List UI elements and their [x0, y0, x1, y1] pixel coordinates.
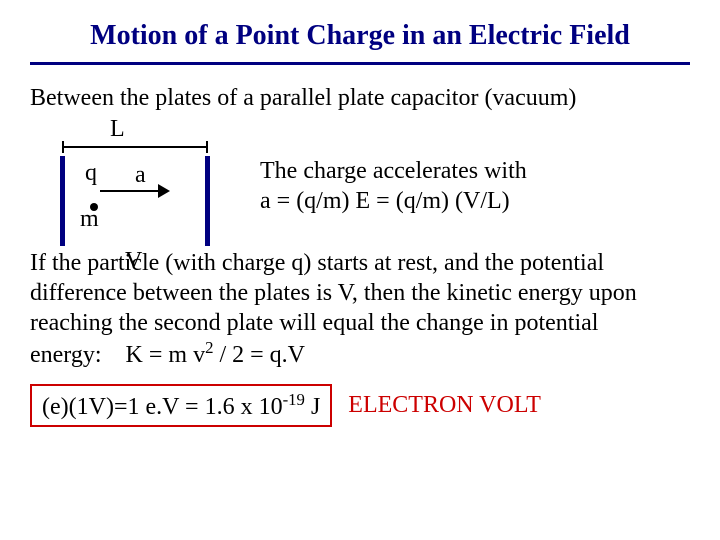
page-title: Motion of a Point Charge in an Electric …	[30, 20, 690, 52]
intro-text: Between the plates of a parallel plate c…	[30, 85, 690, 112]
explain-line1: The charge accelerates with	[260, 158, 527, 184]
accel-arrow-head	[158, 184, 170, 198]
explain-line2: a = (q/m) E = (q/m) (V/L)	[260, 188, 510, 214]
electron-volt-box: (e)(1V)=1 e.V = 1.6 x 10-19 J	[30, 384, 332, 427]
label-q: q	[85, 160, 97, 187]
charge-dot	[90, 203, 98, 211]
label-a: a	[135, 162, 146, 189]
electron-volt-label: ELECTRON VOLT	[348, 392, 541, 419]
para-part2: / 2 = q.V	[213, 342, 305, 368]
explain-text: The charge accelerates with a = (q/m) E …	[260, 118, 527, 216]
boxed-part2: J	[305, 394, 320, 420]
para-part1: If the particle (with charge q) starts a…	[30, 250, 637, 368]
accel-arrow-line	[100, 190, 160, 192]
boxed-sup: -19	[283, 390, 305, 409]
plate-right	[205, 156, 210, 246]
plate-left	[60, 156, 65, 246]
boxed-row: (e)(1V)=1 e.V = 1.6 x 10-19 J ELECTRON V…	[30, 384, 690, 427]
diagram-row: L q m a V The charge accelerates with a …	[30, 118, 690, 216]
length-line	[62, 146, 208, 148]
title-underline	[30, 62, 690, 65]
label-L: L	[110, 116, 125, 143]
boxed-part1: (e)(1V)=1 e.V = 1.6 x 10	[42, 394, 283, 420]
label-V: V	[125, 248, 142, 275]
